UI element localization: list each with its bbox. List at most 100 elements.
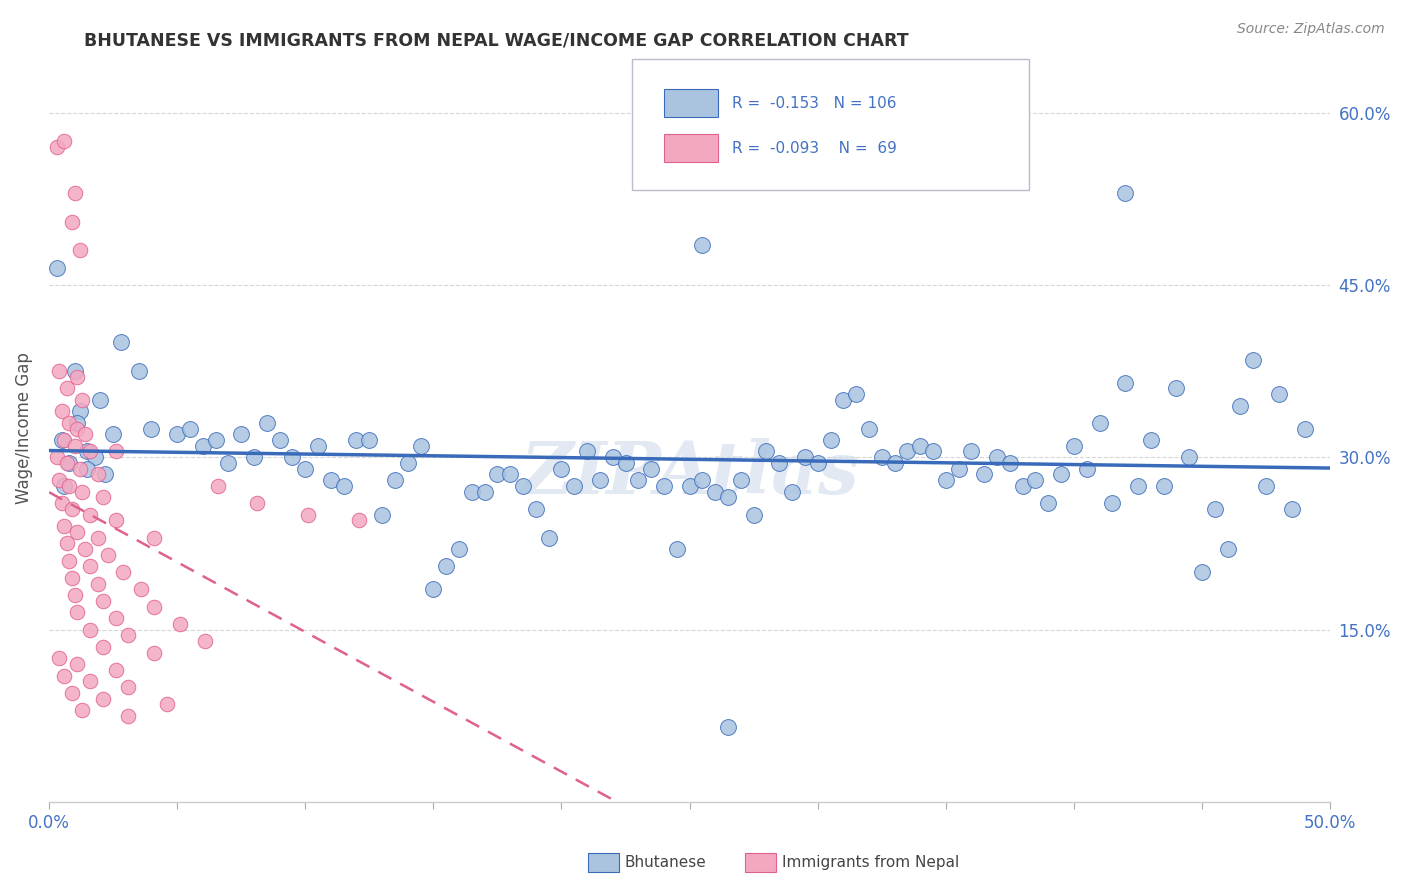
- Point: [104, 513, 127, 527]
- Point: [97, 548, 120, 562]
- Point: [359, 433, 381, 447]
- Point: [371, 508, 394, 522]
- Point: [86, 531, 108, 545]
- Point: [1256, 479, 1278, 493]
- Point: [1038, 496, 1060, 510]
- Point: [166, 427, 188, 442]
- Point: [245, 496, 267, 510]
- Point: [948, 461, 970, 475]
- Point: [589, 473, 612, 487]
- Point: [499, 467, 522, 482]
- Point: [191, 439, 214, 453]
- Point: [58, 554, 80, 568]
- Point: [56, 456, 79, 470]
- Point: [217, 456, 239, 470]
- Point: [86, 467, 108, 482]
- Point: [48, 473, 70, 487]
- Point: [307, 439, 329, 453]
- Point: [692, 473, 714, 487]
- Point: [72, 484, 94, 499]
- Point: [45, 260, 67, 275]
- Point: [79, 559, 101, 574]
- Point: [58, 416, 80, 430]
- Point: [66, 416, 89, 430]
- Point: [79, 444, 101, 458]
- Point: [1024, 473, 1046, 487]
- Point: [294, 461, 316, 475]
- Point: [66, 369, 89, 384]
- Y-axis label: Wage/Income Gap: Wage/Income Gap: [15, 352, 32, 505]
- Point: [537, 531, 560, 545]
- Point: [79, 508, 101, 522]
- Point: [346, 433, 368, 447]
- Point: [256, 416, 278, 430]
- Bar: [664, 88, 717, 117]
- Point: [91, 491, 114, 505]
- Point: [768, 456, 790, 470]
- Point: [1281, 502, 1303, 516]
- Bar: [664, 134, 717, 162]
- Point: [60, 571, 83, 585]
- Point: [1153, 479, 1175, 493]
- Point: [53, 668, 76, 682]
- Point: [422, 582, 444, 597]
- Point: [76, 461, 98, 475]
- Point: [73, 427, 96, 442]
- Point: [66, 605, 89, 619]
- Point: [1114, 376, 1136, 390]
- Point: [79, 623, 101, 637]
- Point: [332, 479, 354, 493]
- FancyBboxPatch shape: [631, 59, 1029, 190]
- Point: [1294, 421, 1316, 435]
- Point: [755, 444, 778, 458]
- Point: [63, 439, 86, 453]
- Point: [84, 450, 107, 465]
- Point: [986, 450, 1008, 465]
- Point: [602, 450, 624, 465]
- Text: Bhutanese: Bhutanese: [624, 855, 706, 870]
- Text: R =  -0.153   N = 106: R = -0.153 N = 106: [733, 96, 897, 112]
- Point: [780, 484, 803, 499]
- Point: [1063, 439, 1085, 453]
- Point: [1229, 399, 1251, 413]
- Point: [53, 519, 76, 533]
- Point: [129, 582, 152, 597]
- Point: [53, 433, 76, 447]
- Point: [79, 674, 101, 689]
- Point: [486, 467, 509, 482]
- Point: [91, 640, 114, 654]
- Point: [269, 433, 291, 447]
- Point: [53, 479, 76, 493]
- Point: [396, 456, 419, 470]
- Point: [832, 392, 855, 407]
- Point: [89, 392, 111, 407]
- Point: [1166, 381, 1188, 395]
- Point: [48, 651, 70, 665]
- Point: [76, 444, 98, 458]
- Point: [63, 364, 86, 378]
- Point: [63, 588, 86, 602]
- Point: [384, 473, 406, 487]
- Point: [409, 439, 432, 453]
- Point: [179, 421, 201, 435]
- Point: [692, 237, 714, 252]
- Point: [1268, 387, 1291, 401]
- Point: [908, 439, 931, 453]
- Point: [143, 646, 166, 660]
- Point: [1139, 433, 1161, 447]
- Point: [143, 531, 166, 545]
- Point: [53, 134, 76, 148]
- Point: [91, 691, 114, 706]
- Point: [922, 444, 945, 458]
- Point: [60, 215, 83, 229]
- Point: [66, 524, 89, 539]
- Text: BHUTANESE VS IMMIGRANTS FROM NEPAL WAGE/INCOME GAP CORRELATION CHART: BHUTANESE VS IMMIGRANTS FROM NEPAL WAGE/…: [84, 31, 910, 49]
- Point: [652, 479, 675, 493]
- Point: [998, 456, 1021, 470]
- Point: [91, 594, 114, 608]
- Point: [1241, 352, 1264, 367]
- Point: [820, 433, 842, 447]
- Point: [742, 508, 765, 522]
- Point: [1011, 479, 1033, 493]
- Point: [204, 433, 226, 447]
